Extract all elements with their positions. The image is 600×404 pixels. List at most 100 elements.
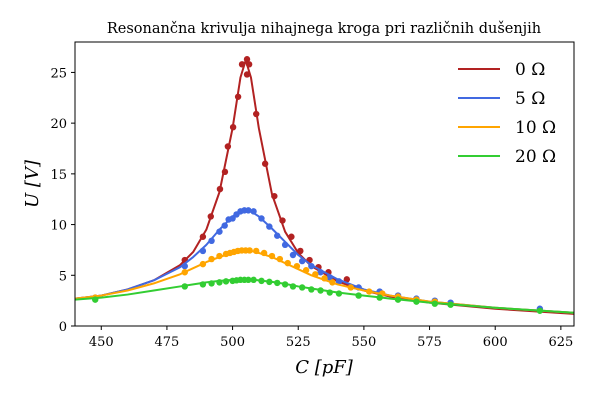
data-point [271, 192, 278, 200]
data-point [297, 247, 304, 255]
y-tick-label: 15 [50, 168, 67, 183]
data-point [326, 289, 333, 296]
data-point [245, 276, 252, 284]
data-point [431, 300, 439, 307]
data-point [355, 292, 362, 299]
data-point [181, 283, 188, 290]
y-axis-ticks: 0 5 10 15 20 25 [50, 66, 75, 335]
data-point [245, 61, 253, 68]
x-axis-label: C [pF] [295, 357, 354, 378]
data-point [413, 298, 420, 305]
data-point [274, 279, 281, 287]
data-point [250, 276, 257, 284]
data-point [335, 278, 343, 285]
data-point [229, 215, 236, 222]
data-point [243, 56, 251, 63]
data-point [258, 277, 265, 285]
data-point [216, 228, 223, 235]
data-point [321, 275, 328, 282]
series-line [75, 209, 574, 314]
data-point [302, 267, 310, 274]
data-point [266, 278, 273, 286]
axes-frame [74, 41, 575, 327]
data-point [199, 233, 207, 240]
data-point [317, 287, 324, 294]
data-point [246, 247, 253, 254]
data-point [274, 232, 281, 239]
legend-label: 5 Ω [515, 89, 545, 109]
series-3 [75, 276, 574, 314]
data-point [329, 279, 336, 286]
data-point [221, 168, 229, 176]
data-point [279, 217, 286, 224]
data-point [208, 280, 215, 287]
data-point [253, 110, 260, 118]
data-point [308, 286, 315, 293]
legend: 0 Ω 5 Ω 10 Ω 20 Ω [458, 60, 556, 167]
data-point [216, 279, 223, 286]
data-point [222, 278, 230, 285]
plot-area [75, 56, 574, 315]
data-point [347, 284, 354, 291]
data-point [308, 262, 315, 270]
x-tick-label: 500 [220, 335, 245, 350]
data-point [216, 185, 224, 193]
data-point [258, 215, 265, 222]
data-point [536, 307, 544, 314]
series-1 [75, 207, 574, 314]
data-point [224, 143, 232, 150]
x-tick-label: 475 [155, 335, 180, 350]
data-point [335, 290, 343, 297]
data-point [199, 247, 207, 255]
data-point [281, 241, 289, 249]
data-point [229, 124, 237, 131]
data-point [261, 160, 269, 167]
data-point [326, 274, 333, 281]
data-point [312, 271, 319, 278]
series-2 [75, 247, 574, 314]
data-point [234, 93, 242, 100]
data-point [376, 294, 383, 301]
data-point [394, 296, 402, 303]
y-tick-label: 20 [50, 117, 67, 132]
chart-title: Resonančna krivulja nihajnega kroga pri … [107, 20, 541, 37]
x-tick-label: 450 [89, 335, 114, 350]
data-point [199, 281, 207, 288]
data-point [281, 281, 289, 288]
legend-label: 20 Ω [515, 147, 556, 167]
x-tick-label: 625 [548, 335, 573, 350]
data-point [289, 251, 297, 259]
data-point [181, 269, 188, 276]
data-point [289, 283, 297, 290]
data-point [266, 223, 273, 230]
data-point [317, 269, 324, 276]
data-point [208, 255, 215, 263]
data-point [284, 259, 291, 267]
data-point [199, 260, 207, 268]
y-tick-label: 5 [59, 269, 67, 284]
data-point [181, 262, 188, 270]
y-tick-label: 10 [50, 219, 67, 234]
legend-label: 0 Ω [515, 60, 545, 80]
x-tick-label: 600 [483, 335, 508, 350]
data-point [293, 262, 301, 270]
data-point [276, 255, 284, 263]
data-point [447, 301, 454, 308]
data-point [268, 252, 276, 260]
y-tick-label: 0 [59, 320, 67, 335]
x-axis-ticks: 450 475 500 525 550 575 600 625 [89, 326, 573, 350]
data-point [208, 237, 215, 244]
data-point [253, 247, 260, 255]
data-point [260, 249, 268, 257]
data-point [245, 207, 252, 214]
data-point [298, 284, 306, 291]
data-point [343, 276, 351, 283]
y-axis-label: U [V] [22, 159, 43, 208]
x-tick-label: 550 [351, 335, 376, 350]
data-point [221, 222, 228, 229]
x-tick-label: 575 [417, 335, 442, 350]
x-tick-label: 525 [286, 335, 311, 350]
data-point [288, 233, 295, 240]
data-point [365, 288, 373, 295]
